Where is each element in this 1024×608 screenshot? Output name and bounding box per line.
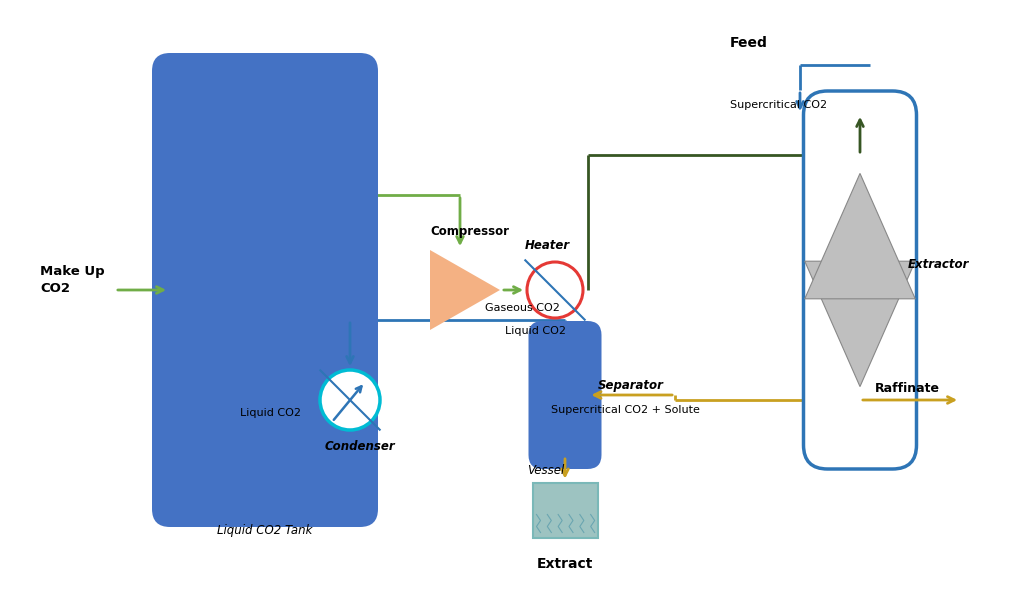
Text: Separator: Separator: [597, 379, 664, 392]
Text: Heater: Heater: [525, 239, 570, 252]
FancyBboxPatch shape: [532, 483, 597, 537]
Text: Extract: Extract: [537, 558, 593, 572]
Text: Supercritical CO2 + Solute: Supercritical CO2 + Solute: [551, 405, 699, 415]
Text: Compressor: Compressor: [430, 225, 509, 238]
FancyBboxPatch shape: [152, 53, 378, 527]
Text: Liquid CO2 Tank: Liquid CO2 Tank: [217, 524, 312, 537]
Text: Liquid CO2: Liquid CO2: [240, 408, 300, 418]
FancyBboxPatch shape: [528, 321, 601, 469]
Circle shape: [527, 262, 583, 318]
Polygon shape: [805, 261, 915, 387]
Text: Raffinate: Raffinate: [874, 382, 940, 395]
Text: Liquid CO2: Liquid CO2: [505, 326, 566, 336]
Text: Vessel: Vessel: [527, 463, 565, 477]
Circle shape: [319, 370, 380, 430]
Text: Supercritical CO2: Supercritical CO2: [730, 100, 827, 110]
FancyBboxPatch shape: [804, 91, 916, 469]
Polygon shape: [430, 250, 500, 330]
Text: Extractor: Extractor: [907, 258, 969, 272]
Text: Gaseous CO2: Gaseous CO2: [485, 303, 560, 313]
Text: Condenser: Condenser: [325, 440, 395, 453]
Text: Make Up
CO2: Make Up CO2: [40, 266, 104, 294]
Text: Feed: Feed: [730, 36, 768, 50]
Polygon shape: [805, 173, 915, 299]
